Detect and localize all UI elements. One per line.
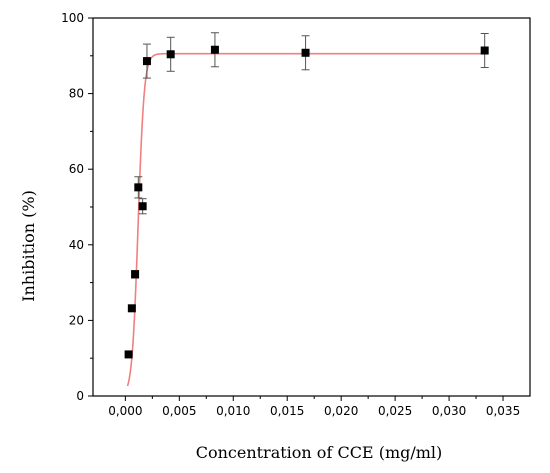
plot-frame <box>92 17 531 397</box>
data-point <box>480 46 489 55</box>
y-tick-label: 0 <box>76 389 84 403</box>
x-axis-title: Concentration of CCE (mg/ml) <box>196 443 443 462</box>
x-tick-label: 0,015 <box>270 404 304 418</box>
data-point <box>166 50 175 59</box>
y-tick-label: 100 <box>61 11 84 25</box>
fit-curve-layer <box>126 52 485 387</box>
y-axis-title: Inhibition (%) <box>19 190 38 302</box>
data-point <box>210 45 219 54</box>
data-point <box>127 304 136 313</box>
fit-curve <box>126 52 485 387</box>
data-point <box>301 48 310 57</box>
axis-ticks-layer: 0,000 0,005 0,010 0,015 0,020 0,025 0,030 0,035… <box>61 11 520 418</box>
y-tick-label: 60 <box>69 162 84 176</box>
x-tick-label: 0,005 <box>162 404 196 418</box>
x-tick-label: 0,010 <box>216 404 250 418</box>
data-point <box>124 350 133 359</box>
data-point <box>138 202 147 211</box>
x-tick-label: 0,025 <box>378 404 412 418</box>
y-tick-label: 20 <box>69 313 84 327</box>
x-tick-label: 0,020 <box>324 404 358 418</box>
y-tick-label: 80 <box>69 87 84 101</box>
data-points-layer <box>124 32 489 359</box>
plot-border <box>92 17 531 397</box>
y-tick-label: 40 <box>69 238 84 252</box>
data-point <box>142 57 151 66</box>
x-tick-label: 0,000 <box>108 404 142 418</box>
x-tick-label: 0,030 <box>432 404 466 418</box>
x-tick-label: 0,035 <box>486 404 520 418</box>
data-point <box>131 270 140 279</box>
data-point <box>134 183 143 192</box>
